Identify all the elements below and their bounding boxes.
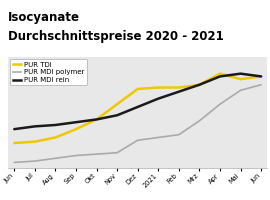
Text: Isocyanate: Isocyanate — [8, 11, 80, 24]
Legend: PUR TDI, PUR MDI polymer, PUR MDI rein: PUR TDI, PUR MDI polymer, PUR MDI rein — [10, 59, 86, 85]
Text: © 2021 Kunststoff Information, Bad Homburg - www.kiweb.de: © 2021 Kunststoff Information, Bad Hombu… — [5, 188, 168, 194]
Text: Durchschnittspreise 2020 - 2021: Durchschnittspreise 2020 - 2021 — [8, 30, 224, 43]
